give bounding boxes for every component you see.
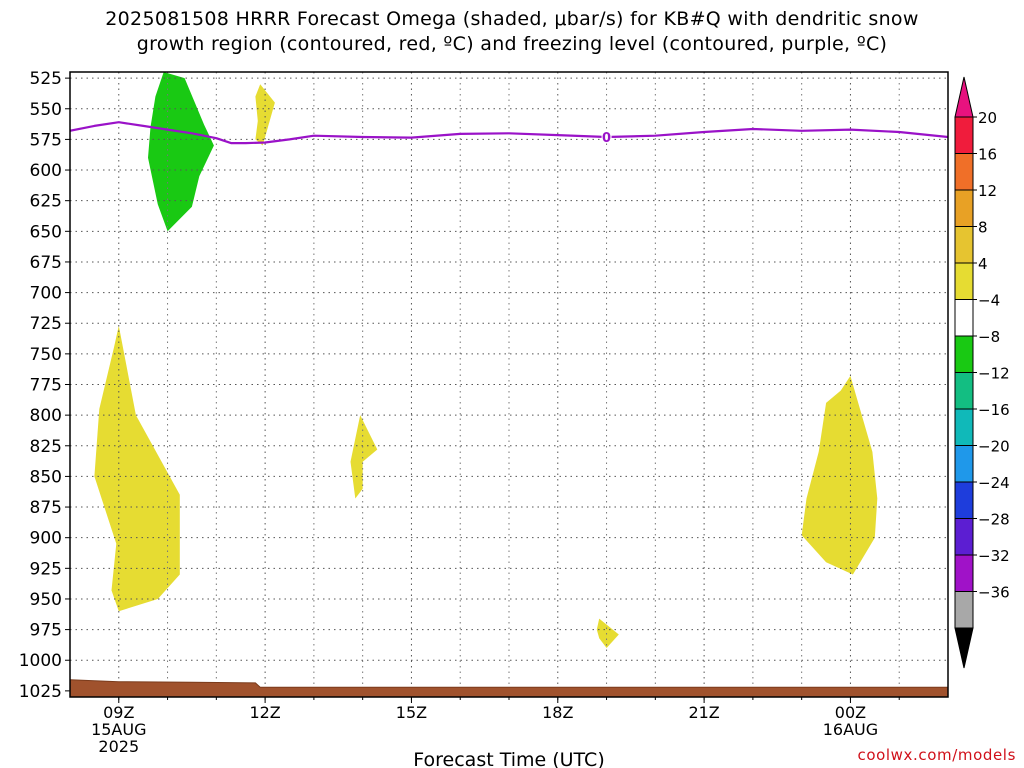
- colorbar-label: −28: [978, 511, 1010, 529]
- y-tick-label: 700: [30, 284, 62, 304]
- y-tick-label: 600: [30, 161, 62, 181]
- omega-shaded-region: [596, 618, 619, 648]
- y-tick-label: 825: [30, 437, 62, 457]
- y-tick-label: 675: [30, 253, 62, 273]
- y-tick-label: 1025: [19, 682, 62, 702]
- freezing-level-label: 0: [602, 131, 611, 146]
- colorbar-swatch: [954, 335, 974, 373]
- colorbar-label: −12: [978, 365, 1010, 383]
- colorbar-swatch: [954, 408, 974, 446]
- colorbar-swatch: [954, 226, 974, 264]
- x-tick-label: 21Z: [688, 703, 719, 722]
- y-tick-label: 1000: [19, 651, 62, 671]
- x-tick-label: 18Z: [542, 703, 573, 722]
- colorbar-swatch: [954, 554, 974, 592]
- colorbar-swatch: [954, 153, 974, 191]
- y-tick-label: 800: [30, 406, 62, 426]
- colorbar-label: −32: [978, 547, 1010, 565]
- plot-area: 0: [70, 72, 948, 697]
- source-credit: coolwx.com/models: [857, 746, 1016, 764]
- x-axis-title: Forecast Time (UTC): [413, 749, 604, 768]
- colorbar-label: 12: [978, 182, 997, 200]
- colorbar-swatch: [954, 481, 974, 519]
- colorbar-top-arrow: [954, 76, 974, 118]
- y-tick-label: 525: [30, 69, 62, 89]
- chart-title-line-1: 2025081508 HRRR Forecast Omega (shaded, …: [105, 8, 919, 30]
- colorbar-swatch: [954, 445, 974, 483]
- y-tick-label: 750: [30, 345, 62, 365]
- colorbar-swatch: [954, 591, 974, 629]
- omega-shaded-region: [255, 84, 275, 146]
- y-tick-label: 725: [30, 314, 62, 334]
- terrain-band: [70, 679, 948, 697]
- omega-shaded-region: [148, 72, 214, 232]
- x-tick-date-label: 16AUG: [823, 720, 878, 739]
- colorbar-label: 4: [978, 255, 988, 273]
- colorbar-label: −4: [978, 292, 1000, 310]
- y-tick-label: 575: [30, 130, 62, 150]
- colorbar-swatch: [954, 372, 974, 410]
- x-tick-label: 09Z: [103, 703, 134, 722]
- x-tick-date-label: 15AUG: [91, 720, 146, 739]
- y-tick-label: 550: [30, 100, 62, 120]
- y-tick-label: 900: [30, 529, 62, 549]
- y-tick-label: 950: [30, 590, 62, 610]
- omega-shaded-region: [94, 325, 180, 612]
- colorbar-label: −8: [978, 328, 1000, 346]
- freezing-level-label-bg: [601, 129, 612, 143]
- omega-shaded-region: [801, 375, 878, 575]
- colorbar-swatch: [954, 116, 974, 154]
- y-tick-label: 875: [30, 498, 62, 518]
- y-tick-label: 775: [30, 376, 62, 396]
- y-tick-label: 925: [30, 559, 62, 579]
- colorbar-label: −16: [978, 401, 1010, 419]
- y-tick-label: 625: [30, 192, 62, 212]
- y-tick-label: 975: [30, 621, 62, 641]
- colorbar-swatch: [954, 189, 974, 227]
- x-tick-label: 12Z: [249, 703, 280, 722]
- x-tick-date-label: 2025: [98, 737, 139, 756]
- colorbar-bottom-arrow: [954, 627, 974, 669]
- colorbar-label: 8: [978, 219, 988, 237]
- colorbar-label: −24: [978, 474, 1010, 492]
- freezing-level-line: [70, 121, 948, 145]
- colorbar-swatch: [954, 518, 974, 556]
- chart-title-line-2: growth region (contoured, red, ºC) and f…: [136, 33, 888, 55]
- colorbar-swatch: [954, 262, 974, 300]
- colorbar-label: 20: [978, 109, 997, 127]
- y-tick-label: 850: [30, 467, 62, 487]
- colorbar-label: 16: [978, 146, 997, 164]
- colorbar-label: −36: [978, 584, 1010, 602]
- x-tick-label: 00Z: [835, 703, 866, 722]
- omega-shaded-region: [350, 415, 378, 499]
- y-tick-label: 650: [30, 222, 62, 242]
- colorbar-label: −20: [978, 438, 1010, 456]
- x-tick-label: 15Z: [396, 703, 427, 722]
- colorbar-swatch: [954, 299, 974, 337]
